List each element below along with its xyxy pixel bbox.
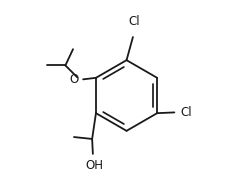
Text: O: O [69,73,79,86]
Text: Cl: Cl [180,106,192,119]
Text: Cl: Cl [128,15,140,28]
Text: OH: OH [85,159,103,172]
